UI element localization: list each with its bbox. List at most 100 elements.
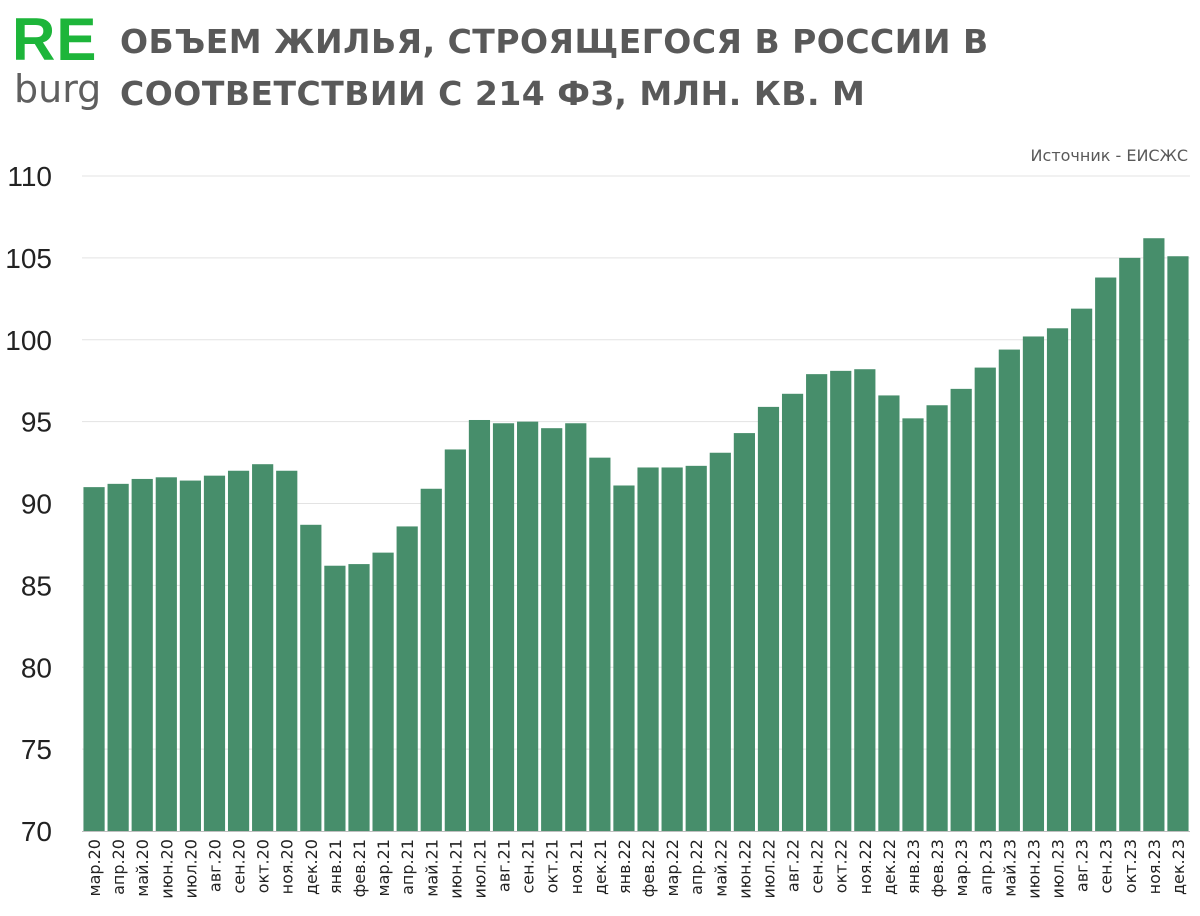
x-tick-label: июн.23 [1024, 839, 1043, 899]
x-tick-label: май.21 [422, 839, 441, 897]
x-tick-label: ноя.20 [278, 839, 297, 894]
bar-ноя.20 [276, 470, 298, 831]
logo-burg-text: burg [14, 67, 102, 111]
x-tick-label: фев.21 [350, 839, 369, 897]
bar-сен.21 [517, 421, 539, 832]
x-tick-label: июн.20 [157, 839, 176, 899]
bar-янв.23 [902, 418, 924, 831]
bar-апр.22 [685, 465, 707, 831]
y-tick-label: 110 [7, 161, 52, 192]
bar-май.20 [131, 478, 153, 831]
chart-title: ОБЪЕМ ЖИЛЬЯ, СТРОЯЩЕГОСЯ В РОССИИ В СООТ… [120, 22, 989, 113]
bar-янв.21 [324, 565, 346, 831]
bar-сен.22 [806, 374, 828, 831]
bar-июн.21 [444, 449, 466, 831]
bar-июн.23 [1022, 336, 1045, 831]
x-tick-label: сен.23 [1097, 839, 1116, 894]
source-note: Источник - ЕИСЖС [1030, 146, 1188, 165]
reburg-logo: RE burg [12, 6, 112, 111]
x-tick-label: мар.22 [663, 839, 682, 896]
bar-окт.21 [541, 428, 563, 831]
bar-ноя.23 [1143, 238, 1165, 832]
x-tick-label: июн.21 [446, 839, 465, 899]
x-tick-label: дек.21 [591, 839, 610, 895]
x-tick-label: ноя.22 [856, 839, 875, 894]
x-tick-label: дек.20 [302, 839, 321, 895]
logo-re-text: RE [12, 6, 98, 73]
x-tick-label: май.23 [1000, 839, 1019, 897]
x-tick-label: авг.21 [495, 839, 514, 892]
x-tick-label: авг.23 [1073, 839, 1092, 892]
x-tick-label: июл.20 [181, 839, 200, 899]
bar-мар.23 [950, 388, 972, 831]
bar-авг.23 [1071, 308, 1093, 831]
bar-апр.20 [107, 483, 129, 831]
y-tick-label: 95 [21, 407, 52, 438]
bar-дек.21 [589, 457, 611, 831]
x-tick-label: авг.20 [205, 839, 224, 892]
x-tick-label: сен.22 [808, 839, 827, 894]
bar-окт.20 [252, 464, 274, 831]
x-tick-label: янв.21 [326, 839, 345, 894]
bar-июл.23 [1046, 328, 1069, 831]
y-tick-label: 105 [5, 243, 52, 274]
x-tick-label: фев.23 [928, 839, 947, 897]
bar-авг.21 [492, 423, 515, 831]
x-tick-label: ноя.23 [1145, 839, 1164, 894]
x-tick-label: июн.22 [735, 839, 754, 899]
bar-сен.20 [227, 470, 250, 831]
x-tick-label: мар.23 [952, 839, 971, 896]
bar-авг.22 [781, 393, 804, 831]
x-tick-label: июл.21 [470, 839, 489, 899]
y-tick-label: 90 [21, 489, 52, 520]
x-tick-label: июл.23 [1049, 839, 1068, 899]
y-tick-label: 80 [21, 652, 52, 683]
bar-дек.20 [300, 524, 322, 831]
bar-ноя.22 [854, 369, 876, 831]
bar-фев.21 [348, 564, 370, 831]
y-tick-label: 75 [21, 734, 52, 765]
x-tick-label: май.20 [133, 839, 152, 897]
bar-апр.23 [974, 367, 996, 831]
bar-мар.21 [372, 552, 394, 832]
y-tick-label: 100 [5, 325, 52, 356]
x-tick-label: июл.22 [759, 839, 778, 899]
x-tick-label: окт.20 [254, 839, 273, 893]
bar-май.23 [998, 349, 1020, 831]
x-tick-label: янв.23 [904, 839, 923, 894]
x-tick-label: окт.21 [543, 839, 562, 893]
bar-фев.22 [637, 467, 659, 831]
x-tick-label: окт.23 [1121, 839, 1140, 893]
x-tick-label: окт.22 [832, 839, 851, 893]
x-tick-label: апр.22 [687, 839, 706, 895]
x-tick-label: дек.22 [880, 839, 899, 895]
x-tick-label: май.22 [711, 839, 730, 897]
bar-мар.20 [83, 487, 105, 832]
x-tick-label: авг.22 [784, 839, 803, 892]
bar-мар.22 [661, 467, 683, 831]
x-tick-label: апр.21 [398, 839, 417, 895]
x-tick-label: мар.20 [85, 839, 104, 896]
bar-июн.20 [155, 477, 177, 831]
bar-окт.23 [1119, 257, 1141, 832]
bar-июл.21 [468, 419, 491, 831]
bar-июн.22 [733, 433, 755, 831]
bar-окт.22 [830, 370, 852, 831]
bar-май.21 [420, 488, 442, 831]
x-tick-label: мар.21 [374, 839, 393, 896]
bar-ноя.21 [565, 423, 587, 831]
x-tick-label: дек.23 [1169, 839, 1188, 895]
bar-сен.23 [1095, 277, 1117, 831]
bar-июл.20 [179, 480, 201, 831]
bar-янв.22 [613, 485, 635, 831]
x-tick-label: сен.20 [230, 839, 249, 894]
bar-дек.23 [1167, 256, 1189, 831]
x-tick-label: ноя.21 [567, 839, 586, 894]
bar-май.22 [709, 452, 731, 831]
bar-июл.22 [757, 406, 780, 831]
x-tick-label: сен.21 [519, 839, 538, 894]
x-tick-label: янв.22 [615, 839, 634, 894]
x-tick-label: апр.23 [976, 839, 995, 895]
bar-апр.21 [396, 526, 418, 831]
